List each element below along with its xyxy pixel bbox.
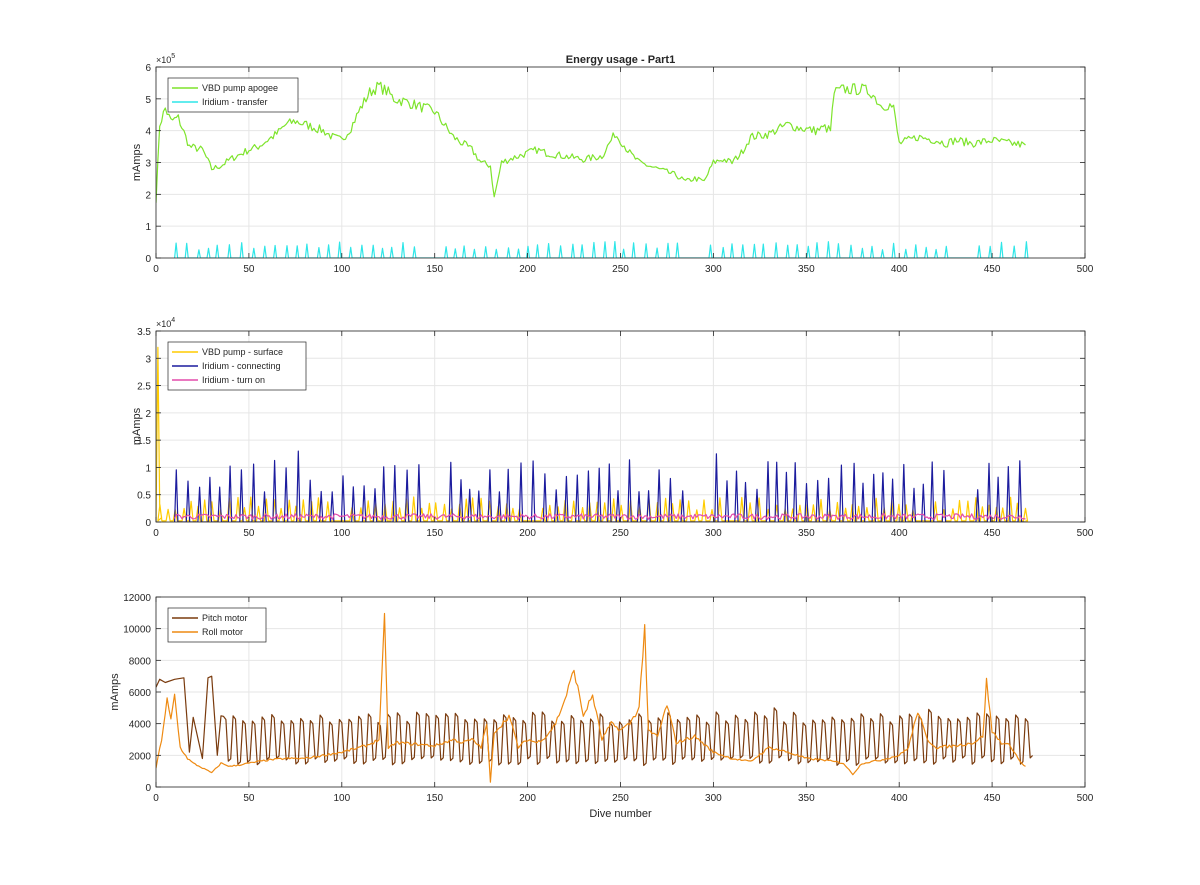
x-tick-label: 100 — [333, 528, 350, 539]
x-tick-label: 450 — [984, 264, 1001, 275]
y-exponent-base: ×10 — [156, 55, 171, 65]
y-tick-label: 3 — [145, 354, 151, 365]
y-tick-label: 10000 — [123, 625, 151, 636]
x-tick-label: 250 — [612, 264, 629, 275]
y-tick-label: 0 — [145, 254, 151, 265]
legend-label: VBD pump - surface — [202, 347, 283, 357]
x-axis-label: Dive number — [589, 808, 652, 820]
x-tick-label: 400 — [891, 793, 908, 804]
y-tick-label: 4000 — [129, 720, 152, 731]
x-tick-label: 200 — [519, 793, 536, 804]
y-tick-label: 3 — [145, 159, 151, 170]
x-tick-label: 450 — [984, 528, 1001, 539]
y-tick-label: 0 — [145, 518, 151, 529]
y-tick-label: 12000 — [123, 593, 151, 604]
x-tick-label: 500 — [1077, 264, 1094, 275]
chart-vbd-apogee-iridium-transfer: 0 50 100 150 200 250 300 350 400 450 500 0 1 2 3 4 5 6 ×10… — [131, 53, 1094, 275]
y-axis-label: mAmps — [109, 673, 121, 711]
y-tick-label: 0.5 — [137, 491, 151, 502]
y-tick-label: 2 — [145, 409, 151, 420]
x-tick-label: 350 — [798, 264, 815, 275]
legend-label: Roll motor — [202, 627, 243, 637]
y-exponent-base: ×10 — [156, 319, 171, 329]
y-tick-label: 1.5 — [137, 436, 151, 447]
y-tick-label: 5 — [145, 95, 151, 106]
x-tick-label: 300 — [705, 528, 722, 539]
y-axis-label: mAmps — [131, 407, 143, 445]
x-tick-label: 200 — [519, 528, 536, 539]
x-tick-label: 50 — [243, 528, 255, 539]
x-tick-label: 200 — [519, 264, 536, 275]
legend-label: Pitch motor — [202, 613, 248, 623]
y-exponent-label: ×105 — [156, 53, 175, 65]
y-tick-label: 2.5 — [137, 382, 151, 393]
legend-label: Iridium - connecting — [202, 361, 281, 371]
y-tick-label: 1 — [145, 222, 151, 233]
y-tick-label: 4 — [145, 127, 151, 138]
y-axis-label: mAmps — [131, 143, 143, 181]
x-tick-label: 150 — [426, 264, 443, 275]
y-tick-label: 2 — [145, 190, 151, 201]
legend-label: Iridium - turn on — [202, 375, 265, 385]
x-tick-label: 0 — [153, 528, 159, 539]
series-line-1-1 — [174, 450, 1026, 522]
legend-box — [167, 607, 267, 643]
chart-vbd-surface-iridium-connecting: 0 50 100 150 200 250 300 350 400 450 500 0 0.5 1 1.5 2 2… — [131, 317, 1094, 539]
x-tick-label: 50 — [243, 793, 255, 804]
x-tick-label: 0 — [153, 793, 159, 804]
legend-label: Iridium - transfer — [202, 97, 268, 107]
y-exponent-label: ×104 — [156, 317, 175, 329]
chart-pitch-roll-motor: 0 50 100 150 200 250 300 350 400 450 500 0 2000 4000 6… — [109, 593, 1094, 820]
x-tick-label: 500 — [1077, 793, 1094, 804]
y-exponent-power: 5 — [171, 53, 175, 60]
series-line-2-1 — [156, 612, 1026, 783]
y-tick-label: 1 — [145, 463, 151, 474]
x-tick-label: 350 — [798, 528, 815, 539]
x-tick-label: 400 — [891, 264, 908, 275]
y-tick-label: 2000 — [129, 751, 152, 762]
y-tick-label: 6000 — [129, 688, 152, 699]
x-tick-label: 400 — [891, 528, 908, 539]
y-tick-label: 8000 — [129, 656, 152, 667]
x-tick-label: 100 — [333, 264, 350, 275]
x-tick-label: 150 — [426, 528, 443, 539]
x-tick-label: 450 — [984, 793, 1001, 804]
y-tick-label: 0 — [145, 783, 151, 794]
legend-box — [167, 77, 299, 113]
x-tick-label: 150 — [426, 793, 443, 804]
x-tick-label: 500 — [1077, 528, 1094, 539]
y-tick-label: 6 — [145, 63, 151, 74]
y-tick-label: 3.5 — [137, 327, 151, 338]
x-tick-label: 350 — [798, 793, 815, 804]
y-exponent-power: 4 — [171, 317, 175, 324]
legend-label: VBD pump apogee — [202, 83, 278, 93]
x-tick-label: 250 — [612, 528, 629, 539]
x-tick-label: 50 — [243, 264, 255, 275]
x-tick-label: 300 — [705, 264, 722, 275]
x-tick-label: 0 — [153, 264, 159, 275]
series-line-0-0 — [156, 81, 1026, 203]
x-tick-label: 300 — [705, 793, 722, 804]
x-tick-label: 250 — [612, 793, 629, 804]
series-line-0-1 — [174, 241, 1029, 258]
x-tick-label: 100 — [333, 793, 350, 804]
series-line-2-0 — [156, 675, 1034, 767]
series-line-1-2 — [174, 513, 1026, 520]
chart-title: Energy usage - Part1 — [566, 54, 675, 66]
